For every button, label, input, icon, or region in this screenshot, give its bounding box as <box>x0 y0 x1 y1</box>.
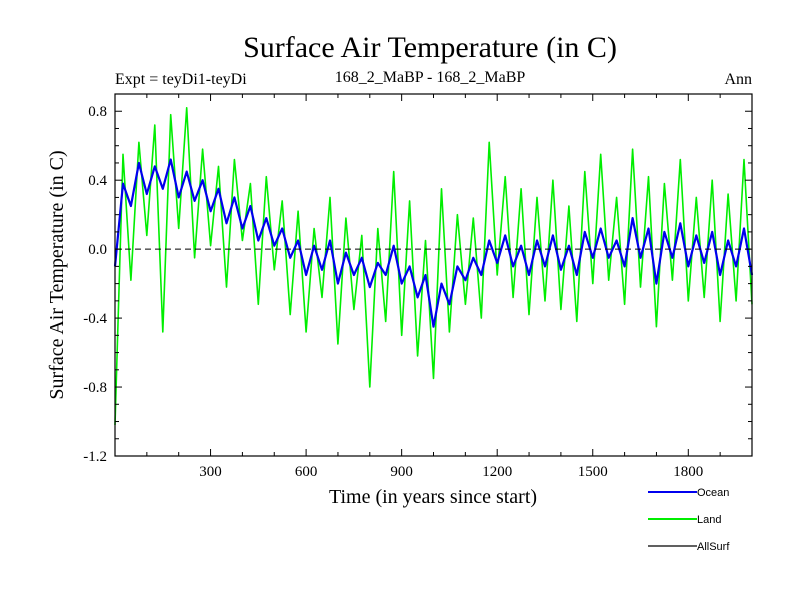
series-line-ocean <box>113 158 754 328</box>
y-tick-label: 0.8 <box>88 104 107 120</box>
y-tick-label: -0.4 <box>83 311 107 327</box>
y-axis-label: Surface Air Temperature (in C) <box>46 150 68 399</box>
y-tick-label: -1.2 <box>83 449 107 465</box>
plot-frame <box>114 93 753 457</box>
legend-label-land: Land <box>697 514 721 526</box>
chart-title: Surface Air Temperature (in C) <box>243 31 617 64</box>
x-tick-label: 900 <box>390 464 413 480</box>
y-tick-label: -0.8 <box>83 380 107 396</box>
subtitle-right: Ann <box>724 71 752 88</box>
legend-label-ocean: Ocean <box>697 487 729 499</box>
x-tick-label: 1500 <box>578 464 608 480</box>
series-line-land <box>114 107 753 426</box>
legend-label-allsurf: AllSurf <box>697 541 730 553</box>
legend: Ocean Land AllSurf <box>648 487 730 553</box>
subtitle-left: Expt = teyDi1-teyDi <box>115 71 247 88</box>
series-layer <box>113 107 754 426</box>
x-tick-label: 1200 <box>482 464 512 480</box>
x-tick-label: 600 <box>295 464 318 480</box>
x-tick-label: 300 <box>199 464 222 480</box>
x-axis-label: Time (in years since start) <box>329 486 537 508</box>
subtitle-center: 168_2_MaBP - 168_2_MaBP <box>335 69 526 86</box>
y-tick-label: 0.0 <box>88 242 107 258</box>
x-tick-label: 1800 <box>673 464 703 480</box>
y-tick-label: 0.4 <box>88 173 107 189</box>
axis-layer: 300 600 900 1200 1500 1800 -1.2 -0.8 -0.4 0.0 0.4 0… <box>83 93 752 480</box>
